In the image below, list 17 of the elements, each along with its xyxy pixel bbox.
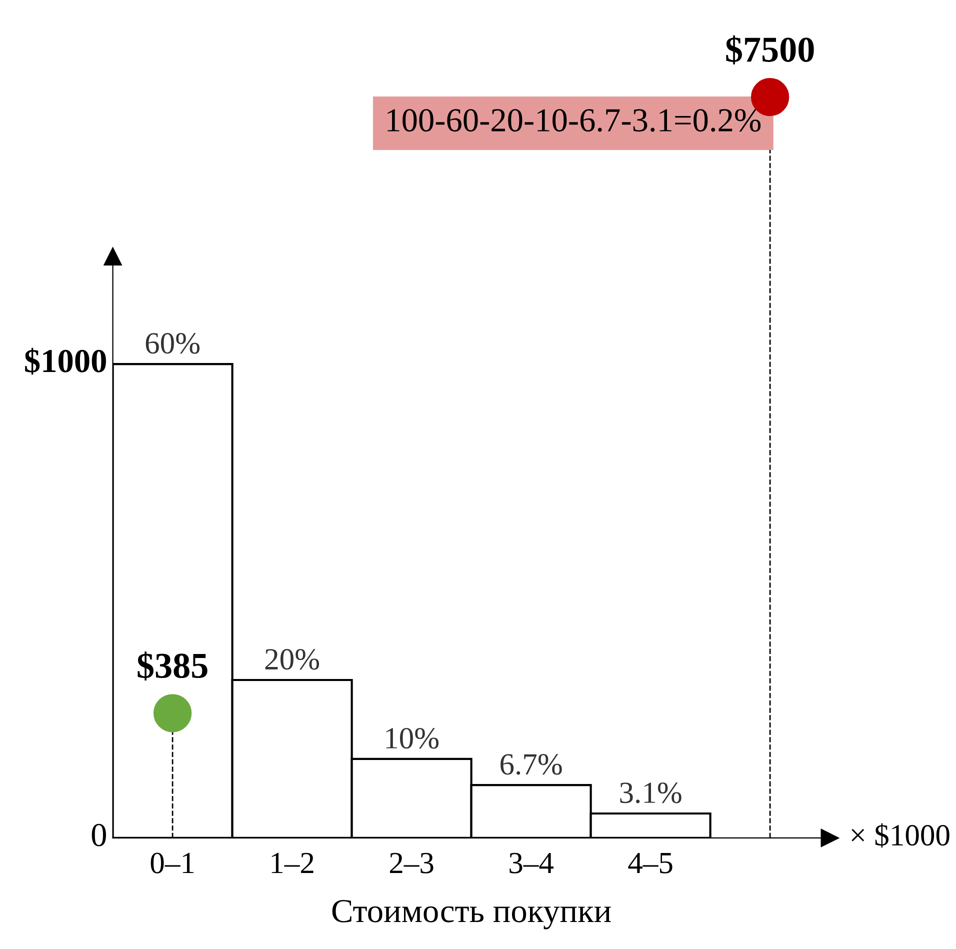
x-tick-label: 0–1 — [150, 852, 194, 874]
x-axis-title: Стоимость покупки — [332, 900, 611, 930]
x-tick-label: 1–2 — [272, 852, 314, 874]
data-label: 6.7% — [500, 754, 562, 775]
data-label: 3.1% — [620, 782, 682, 804]
annotation: $7500 — [726, 35, 814, 64]
x-tick-label: 4–5 — [628, 852, 672, 874]
x-tick-label: 2–3 — [390, 852, 434, 874]
text: 0 — [92, 824, 106, 846]
x-tick-label: 3–4 — [510, 852, 554, 874]
text: × $1000 — [852, 823, 950, 848]
data-label: 10% — [386, 728, 439, 749]
text: $1000 — [25, 348, 106, 375]
data-label: 20% — [265, 648, 320, 670]
data-label: 60% — [146, 333, 200, 354]
annotation: 100-60-20-10-6.7-3.1=0.2% — [388, 109, 761, 132]
annotation: $385 — [138, 652, 208, 680]
